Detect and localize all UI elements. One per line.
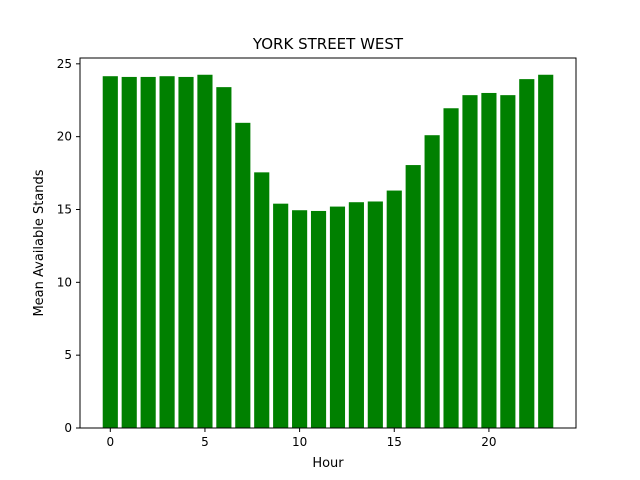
bars-group — [102, 74, 554, 429]
x-tick-label: 15 — [387, 435, 402, 449]
plot-area-frame — [79, 57, 577, 429]
y-tick-label: 0 — [64, 421, 72, 435]
bar-hour-15 — [386, 190, 402, 428]
bar-hour-1 — [121, 76, 137, 428]
bar-hour-8 — [254, 172, 270, 428]
bar-hour-19 — [462, 95, 478, 429]
y-tick-label: 20 — [57, 130, 72, 144]
y-axis-label: Mean Available Stands — [32, 169, 47, 316]
bar-hour-23 — [538, 74, 554, 429]
x-axis-label: Hour — [312, 456, 344, 471]
x-tick-label: 5 — [201, 435, 209, 449]
bar-hour-16 — [405, 165, 421, 428]
bar-hour-2 — [140, 76, 156, 428]
bar-hour-13 — [348, 202, 364, 428]
bar-hour-18 — [443, 108, 459, 428]
y-tick-label: 25 — [57, 57, 72, 71]
bar-hour-10 — [292, 210, 308, 428]
bar-hour-20 — [481, 92, 497, 428]
bar-hour-14 — [367, 201, 383, 428]
bar-hour-9 — [273, 203, 289, 428]
bar-hour-4 — [178, 76, 194, 428]
bar-hour-11 — [310, 210, 327, 428]
bar-hour-22 — [519, 79, 535, 429]
bar-hour-12 — [329, 206, 346, 428]
bar-hour-6 — [216, 87, 232, 429]
x-axis-ticks: 0 5 10 15 20 — [106, 428, 497, 449]
bar-hour-5 — [197, 74, 213, 429]
bar-hour-7 — [235, 122, 251, 428]
bar-hour-0 — [102, 76, 118, 428]
bar-hour-3 — [159, 76, 175, 428]
y-axis-ticks: 0 5 10 15 20 25 — [57, 57, 80, 435]
x-tick-label: 20 — [481, 435, 496, 449]
bar-hour-21 — [500, 95, 516, 429]
chart-title: YORK STREET WEST — [252, 35, 404, 53]
x-tick-label: 0 — [106, 435, 114, 449]
bar-hour-17 — [424, 135, 440, 429]
x-tick-label: 10 — [292, 435, 307, 449]
y-tick-label: 15 — [57, 202, 72, 216]
y-tick-label: 10 — [57, 275, 72, 289]
y-tick-label: 5 — [64, 348, 72, 362]
